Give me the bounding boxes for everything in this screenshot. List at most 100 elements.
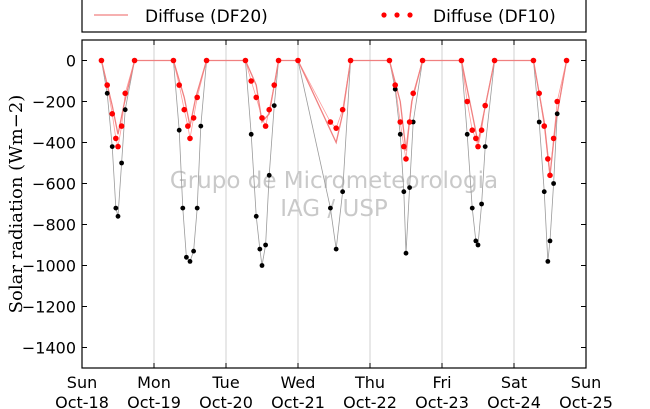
data-point [203, 57, 210, 64]
series-connector [101, 60, 567, 176]
data-point [181, 106, 188, 113]
data-point [104, 82, 110, 88]
data-point [469, 127, 476, 133]
series-line [100, 59, 568, 176]
data-point [410, 90, 417, 97]
data-point [119, 160, 124, 166]
watermark-line-2: IAG / USP [280, 196, 388, 222]
data-point [98, 57, 105, 64]
legend-swatch-df10-a [381, 12, 387, 18]
data-point [190, 115, 197, 121]
x-tick-label-date: Oct-19 [127, 393, 181, 409]
legend-swatch-df10-b [394, 12, 400, 18]
x-tick-label-day: Wed [281, 373, 316, 392]
data-point [271, 82, 278, 88]
data-point [109, 111, 116, 117]
data-point [392, 86, 398, 92]
data-point [187, 135, 193, 142]
x-tick-label-date: Oct-23 [415, 393, 469, 409]
data-point [401, 143, 407, 150]
data-point [253, 94, 260, 101]
x-tick-label-day: Sun [571, 373, 601, 392]
data-point [550, 135, 557, 142]
x-gridlines [153, 40, 515, 368]
x-tick-label-day: Mon [137, 373, 171, 392]
data-point [104, 90, 110, 96]
data-point [479, 201, 484, 207]
data-point [469, 205, 475, 211]
data-point [386, 57, 393, 64]
data-point [536, 119, 542, 125]
x-tick-label-date: Oct-18 [55, 393, 109, 409]
data-point [257, 246, 263, 252]
data-point [545, 259, 551, 264]
data-point [109, 144, 115, 150]
data-point [401, 189, 407, 195]
y-tick-label: 0 [66, 52, 76, 71]
y-tick-label: −400 [32, 134, 76, 153]
data-point [115, 213, 121, 219]
x-tick-label-day: Tue [211, 373, 239, 392]
data-point [194, 205, 200, 211]
data-point [547, 172, 553, 179]
watermark-line-1: Grupo de Micrometeorologia [170, 168, 498, 194]
data-point [333, 246, 339, 252]
data-point [551, 181, 556, 186]
series-connector [101, 60, 567, 266]
data-point [397, 131, 403, 137]
data-point [458, 57, 465, 64]
data-point [248, 131, 254, 137]
data-point [464, 131, 470, 137]
data-point [541, 189, 547, 195]
data-point [475, 242, 481, 248]
data-point [536, 90, 542, 97]
data-point [242, 57, 249, 64]
x-tick-label-date: Oct-22 [343, 393, 397, 409]
x-tick-label-date: Oct-24 [487, 393, 541, 409]
data-point [191, 248, 197, 254]
data-point [475, 143, 481, 150]
data-point [491, 57, 498, 64]
data-point [185, 123, 191, 129]
data-point [170, 57, 177, 64]
y-axis: 0 −200 −400 −600 −800 −1000 −1200 −1400 [22, 52, 586, 358]
x-tick-label-date: Oct-25 [559, 393, 613, 409]
data-point [478, 127, 485, 133]
data-point [176, 127, 182, 133]
data-point [403, 250, 409, 256]
data-point [541, 123, 548, 129]
data-point [198, 123, 204, 129]
data-point [464, 98, 471, 105]
legend-label-df20: Diffuse (DF20) [145, 7, 268, 27]
data-point [253, 213, 259, 219]
data-point [473, 135, 479, 142]
data-point [406, 119, 413, 125]
data-point [131, 57, 138, 64]
data-point [113, 205, 119, 211]
data-point [554, 98, 560, 105]
data-point [407, 185, 412, 191]
data-point [194, 94, 200, 101]
data-point [275, 57, 282, 64]
data-point [180, 205, 186, 211]
data-point [122, 90, 128, 97]
data-point [530, 57, 537, 64]
x-tick-label-day: Sun [67, 373, 97, 392]
data-point [545, 156, 551, 162]
data-point [263, 242, 268, 248]
data-point [347, 57, 354, 64]
y-tick-label: −600 [32, 175, 76, 194]
legend: Diffuse (DF20) Diffuse (DF10) [81, 0, 587, 33]
data-point [115, 143, 121, 150]
data-point [554, 111, 560, 117]
data-point [262, 123, 269, 129]
data-point [113, 135, 119, 142]
data-point [563, 57, 570, 64]
x-tick-label-date: Oct-20 [199, 393, 253, 409]
data-point [473, 238, 479, 244]
x-tick-label-day: Sat [501, 373, 527, 392]
y-tick-label: −1000 [22, 257, 76, 276]
y-tick-label: −200 [32, 93, 76, 112]
data-point [118, 123, 125, 129]
